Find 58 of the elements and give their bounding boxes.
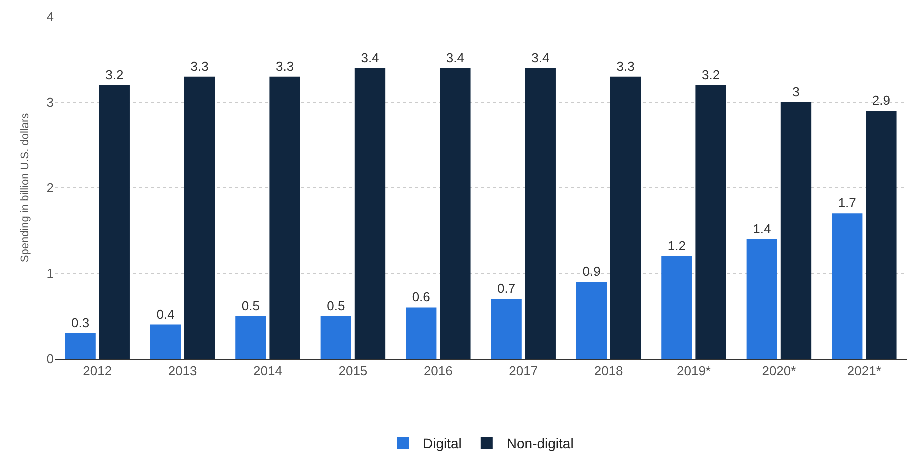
legend-label: Digital [423, 435, 462, 452]
data-label: 0.5 [242, 298, 260, 314]
x-tick-label: 2021* [847, 364, 882, 379]
x-tick-label: 2018 [594, 364, 624, 379]
data-label: 1.2 [668, 238, 686, 254]
x-tick-label: 2019* [677, 364, 711, 379]
bar [832, 214, 863, 359]
bar [491, 299, 522, 359]
y-tick-label: 0 [46, 352, 54, 367]
x-tick-label: 2020* [762, 364, 796, 379]
bar [780, 102, 812, 359]
bar [576, 282, 608, 359]
bar [525, 68, 556, 359]
bar [746, 239, 778, 359]
bar [354, 68, 386, 359]
data-label: 3.2 [702, 67, 720, 82]
y-tick-label: 3 [46, 95, 54, 110]
data-label: 1.7 [838, 196, 856, 211]
bar [866, 111, 897, 359]
y-axis-title: Spending in billion U.S. dollars [19, 112, 32, 263]
bar [184, 76, 216, 359]
x-tick-label: 2015 [338, 364, 368, 379]
data-label: 3.4 [532, 50, 550, 66]
bar [440, 68, 471, 359]
data-label: 0.6 [412, 290, 430, 305]
bar [236, 316, 266, 359]
bar [320, 316, 352, 359]
data-label: 0.3 [72, 315, 90, 330]
data-label: 0.7 [498, 281, 516, 296]
bar [65, 333, 96, 359]
y-tick-label: 1 [46, 266, 54, 282]
data-label: 3.3 [616, 58, 635, 74]
x-tick-label: 2014 [254, 364, 282, 379]
data-label: 0.9 [582, 264, 601, 280]
bar [270, 76, 300, 359]
bar [662, 256, 692, 359]
x-tick-label: 2012 [83, 364, 112, 379]
data-label: 3.3 [276, 58, 294, 74]
data-label: 0.5 [327, 298, 346, 314]
bar [406, 308, 437, 359]
x-tick-label: 2017 [509, 364, 538, 379]
data-label: 3.3 [190, 58, 209, 74]
data-label: 2.9 [872, 93, 890, 108]
data-label: 1.4 [753, 221, 772, 236]
y-tick-label: 2 [46, 180, 54, 196]
data-label: 3 [792, 84, 800, 100]
x-tick-label: 2016 [424, 364, 453, 379]
data-label: 3.4 [361, 50, 380, 66]
legend-label: Non-digital [506, 435, 574, 452]
data-label: 3.2 [106, 67, 124, 82]
bar [610, 76, 642, 359]
bar [150, 324, 182, 359]
x-tick-label: 2013 [168, 364, 198, 379]
data-label: 3.4 [446, 50, 464, 66]
y-tick-label: 4 [46, 10, 54, 25]
data-label: 0.4 [156, 306, 175, 322]
bar [99, 85, 130, 359]
bar [696, 85, 726, 359]
